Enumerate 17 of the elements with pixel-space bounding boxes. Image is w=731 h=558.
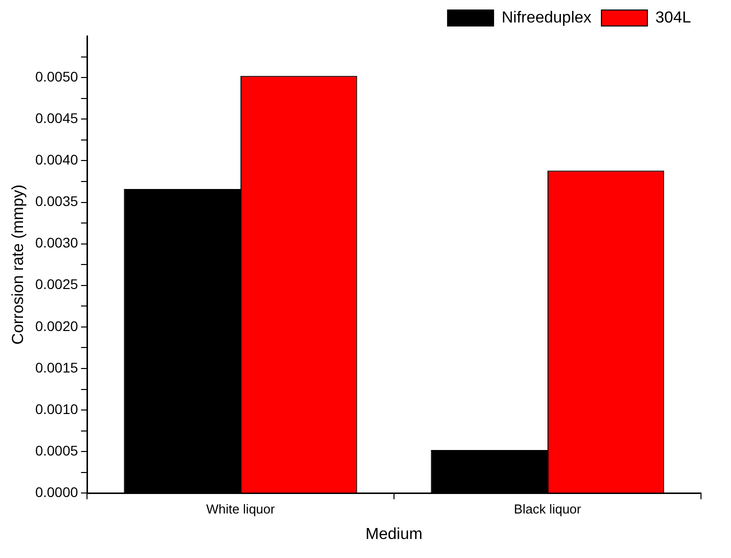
y-tick-label: 0.0005 bbox=[35, 442, 78, 458]
y-tick-label: 0.0020 bbox=[35, 318, 78, 334]
legend-label: 304L bbox=[655, 9, 692, 26]
y-tick-label: 0.0025 bbox=[35, 276, 78, 292]
y-tick-label: 0.0040 bbox=[35, 152, 78, 168]
y-tick-label: 0.0035 bbox=[35, 193, 78, 210]
y-tick-label: 0.0030 bbox=[35, 234, 78, 251]
x-tick-label: Black liquor bbox=[514, 502, 582, 517]
x-axis-title: Medium bbox=[366, 526, 422, 543]
y-axis-title: Corrosion rate (mmpy) bbox=[10, 184, 28, 345]
x-tick-label: White liquor bbox=[206, 502, 276, 517]
y-tick-label: 0.0015 bbox=[35, 359, 78, 376]
y-tick-label: 0.0050 bbox=[35, 68, 78, 84]
y-tick-label: 0.0000 bbox=[35, 484, 78, 500]
y-tick-label: 0.0045 bbox=[35, 110, 78, 126]
legend-label: Nifreeduplex bbox=[502, 9, 592, 26]
y-tick-label: 0.0010 bbox=[35, 400, 78, 417]
